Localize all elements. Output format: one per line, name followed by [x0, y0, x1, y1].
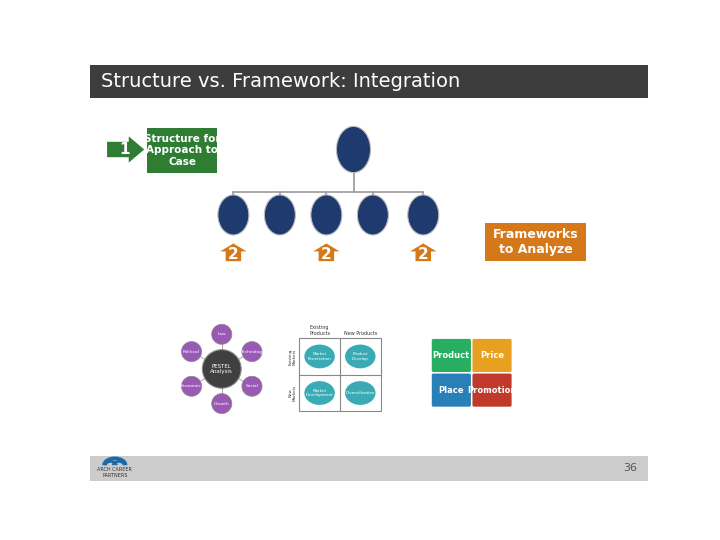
FancyBboxPatch shape [485, 222, 586, 261]
FancyBboxPatch shape [472, 374, 512, 407]
Text: Market
Development: Market Development [306, 389, 333, 397]
Ellipse shape [345, 381, 376, 405]
Polygon shape [107, 137, 144, 163]
Ellipse shape [311, 195, 342, 235]
Text: Price: Price [480, 351, 504, 360]
Ellipse shape [357, 195, 388, 235]
Text: Product: Product [433, 351, 470, 360]
Text: Frameworks
to Analyze: Frameworks to Analyze [492, 228, 578, 256]
Text: Existing
Products: Existing Products [309, 325, 330, 336]
FancyBboxPatch shape [300, 338, 381, 411]
Text: Law: Law [217, 332, 226, 336]
FancyBboxPatch shape [432, 374, 471, 407]
Text: Product
Develop.: Product Develop. [351, 352, 369, 361]
Text: Structure for
Approach to
Case: Structure for Approach to Case [144, 134, 220, 167]
Text: 36: 36 [623, 463, 637, 473]
Circle shape [202, 350, 241, 388]
Ellipse shape [218, 195, 249, 235]
Text: Technology: Technology [240, 349, 264, 354]
Ellipse shape [336, 126, 371, 173]
Circle shape [212, 325, 232, 345]
Ellipse shape [408, 195, 438, 235]
Text: Structure vs. Framework: Integration: Structure vs. Framework: Integration [101, 72, 460, 91]
Text: Place: Place [438, 386, 464, 395]
Text: New Products: New Products [343, 331, 377, 336]
Text: Promotion: Promotion [467, 386, 517, 395]
FancyBboxPatch shape [432, 339, 471, 372]
Text: Diversification: Diversification [346, 391, 375, 395]
Text: Economic: Economic [181, 384, 202, 388]
Text: Social: Social [246, 384, 258, 388]
Text: 2: 2 [418, 247, 428, 262]
Ellipse shape [345, 345, 376, 368]
Text: 2: 2 [228, 247, 239, 262]
Ellipse shape [305, 381, 335, 405]
Text: ARCH CAREER
PARTNERS: ARCH CAREER PARTNERS [97, 467, 132, 477]
Text: 1: 1 [119, 142, 130, 157]
Polygon shape [410, 244, 436, 261]
Text: Market
Penetration: Market Penetration [307, 352, 331, 361]
Text: Political: Political [183, 349, 200, 354]
FancyBboxPatch shape [90, 65, 648, 98]
Circle shape [181, 342, 202, 362]
Text: PESTEL
Analysis: PESTEL Analysis [210, 363, 233, 374]
Text: 2: 2 [321, 247, 332, 262]
Text: New
Markets: New Markets [288, 385, 297, 401]
FancyBboxPatch shape [90, 456, 648, 481]
Text: Growth: Growth [214, 402, 230, 406]
Ellipse shape [305, 345, 335, 368]
FancyBboxPatch shape [148, 128, 217, 173]
FancyBboxPatch shape [472, 339, 512, 372]
Circle shape [181, 376, 202, 396]
Circle shape [242, 342, 262, 362]
Circle shape [212, 394, 232, 414]
Polygon shape [313, 244, 340, 261]
Circle shape [242, 376, 262, 396]
Polygon shape [220, 244, 246, 261]
Ellipse shape [264, 195, 295, 235]
Text: Existing
Markets: Existing Markets [288, 348, 297, 364]
